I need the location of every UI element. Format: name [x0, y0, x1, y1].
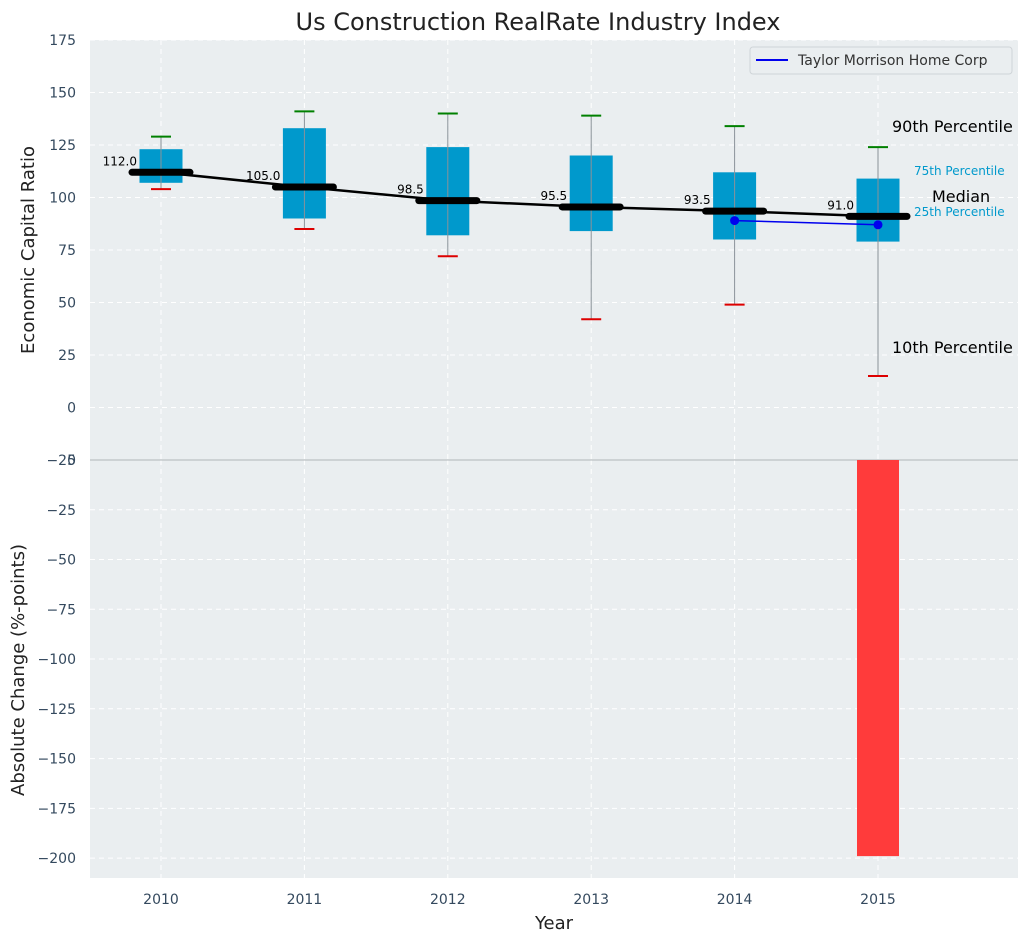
legend-box	[749, 46, 1013, 75]
annotation-10th: 10th Percentile	[892, 338, 1013, 357]
bottom-y-tick-label: −50	[46, 553, 76, 569]
top-gridlines	[90, 39, 1018, 460]
bottom-y-tick-label: −175	[38, 801, 76, 817]
legend: Taylor Morrison Home Corp	[749, 46, 1013, 75]
legend-label: Taylor Morrison Home Corp	[797, 53, 988, 69]
bottom-y-tick-label: −125	[38, 702, 76, 718]
change-bar	[857, 460, 899, 857]
bottom-y-ticks: 0−25−50−75−100−125−150−175−200	[38, 453, 76, 867]
annotation-75th: 75th Percentile	[914, 164, 1005, 178]
bottom-y-tick-label: −75	[46, 602, 76, 618]
bottom-y-axis-label: Absolute Change (%-points)	[8, 544, 29, 796]
top-y-tick-label: 0	[67, 401, 76, 417]
x-tick-label: 2010	[143, 892, 179, 908]
bottom-y-tick-label: −100	[38, 652, 76, 668]
top-y-tick-label: 25	[58, 348, 76, 364]
median-value-label: 93.5	[684, 193, 711, 207]
top-boxplots: 112.0 105.0 98.5 95.5 93.5 91.0	[103, 110, 911, 377]
top-y-axis-label: Economic Capital Ratio	[18, 146, 39, 354]
bottom-y-tick-label: −200	[38, 851, 76, 867]
median-value-label: 105.0	[246, 169, 280, 183]
annotation-25th: 25th Percentile	[914, 205, 1005, 219]
bottom-bars	[857, 460, 899, 857]
company-point	[730, 216, 740, 226]
top-y-tick-label: 75	[58, 243, 76, 259]
top-y-tick-label: −25	[46, 453, 76, 469]
company-line	[734, 219, 879, 226]
x-tick-label: 2013	[573, 892, 609, 908]
x-tick-label: 2014	[717, 892, 753, 908]
annotation-median: Median	[932, 187, 990, 206]
x-tick-label: 2011	[287, 892, 323, 908]
median-value-label: 91.0	[827, 198, 854, 212]
x-tick-label: 2012	[430, 892, 466, 908]
bottom-y-tick-label: −150	[38, 752, 76, 768]
bottom-y-tick-label: −25	[46, 503, 76, 519]
top-y-tick-label: 50	[58, 296, 76, 312]
median-value-label: 98.5	[397, 183, 424, 197]
top-y-tick-label: 100	[49, 191, 76, 207]
top-y-tick-label: 125	[49, 138, 76, 154]
top-y-tick-label: 150	[49, 86, 76, 102]
x-axis-label: Year	[534, 913, 574, 934]
x-tick-label: 2015	[860, 892, 896, 908]
top-y-tick-label: 175	[49, 33, 76, 49]
median-value-label: 95.5	[540, 189, 567, 203]
x-axis-ticks: 2010 2011 2012 2013 2014 2015	[143, 892, 896, 908]
median-value-label: 112.0	[103, 154, 137, 168]
bottom-y-tick-label: 0	[67, 453, 76, 469]
annotation-90th: 90th Percentile	[892, 117, 1013, 136]
chart-title: Us Construction RealRate Industry Index	[296, 8, 781, 36]
company-point	[873, 220, 883, 230]
